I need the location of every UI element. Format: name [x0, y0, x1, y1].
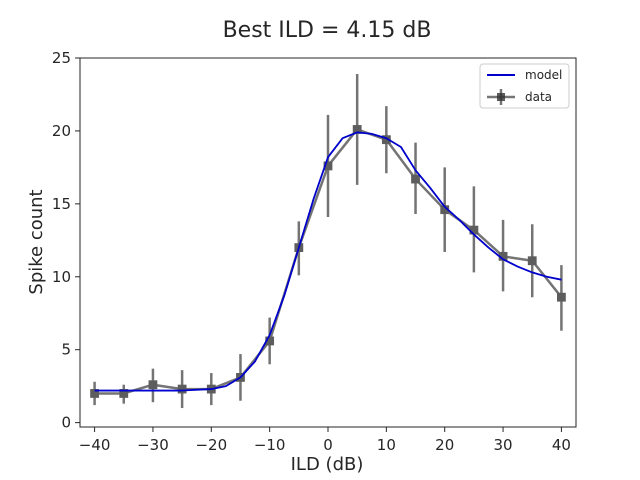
data-point	[90, 389, 99, 398]
data-point	[177, 384, 187, 394]
x-tick-label: −30	[137, 436, 169, 454]
x-axis-label: ILD (dB)	[291, 454, 364, 475]
y-tick-label: 25	[52, 49, 71, 67]
data-point	[411, 174, 420, 184]
y-axis-label: Spike count	[26, 189, 47, 294]
x-tick-label: 30	[494, 436, 513, 454]
series-layer	[90, 74, 566, 409]
x-tick-label: 40	[552, 436, 571, 454]
data-point	[557, 292, 566, 302]
data-point	[323, 161, 333, 171]
data-point	[352, 125, 362, 134]
x-tick-label: 20	[435, 436, 454, 454]
legend-model-label: model	[525, 68, 562, 82]
legend-data-label: data	[525, 90, 552, 104]
data-point	[527, 256, 537, 266]
legend: model data	[479, 63, 570, 109]
y-tick-label: 20	[52, 122, 71, 140]
x-tick-label: 0	[323, 436, 333, 454]
x-tick-label: −40	[79, 436, 111, 454]
y-tick-label: 0	[61, 414, 71, 432]
x-tick-label: −20	[195, 436, 227, 454]
x-tick-label: 10	[377, 436, 396, 454]
legend-data-swatch-marker	[497, 93, 505, 101]
model-line	[94, 131, 562, 392]
y-axis: 0 5 10 15 20 25	[52, 49, 80, 432]
plot-area	[79, 57, 577, 428]
y-tick-label: 15	[52, 195, 71, 213]
x-axis: −40 −30 −20 −10 0 10 20 30 40	[79, 427, 571, 454]
data-point	[119, 389, 129, 398]
data-point	[148, 380, 158, 390]
x-tick-label: −10	[254, 436, 286, 454]
y-tick-label: 5	[61, 341, 71, 359]
chart-title: Best ILD = 4.15 dB	[223, 18, 432, 43]
y-tick-label: 10	[52, 268, 71, 286]
